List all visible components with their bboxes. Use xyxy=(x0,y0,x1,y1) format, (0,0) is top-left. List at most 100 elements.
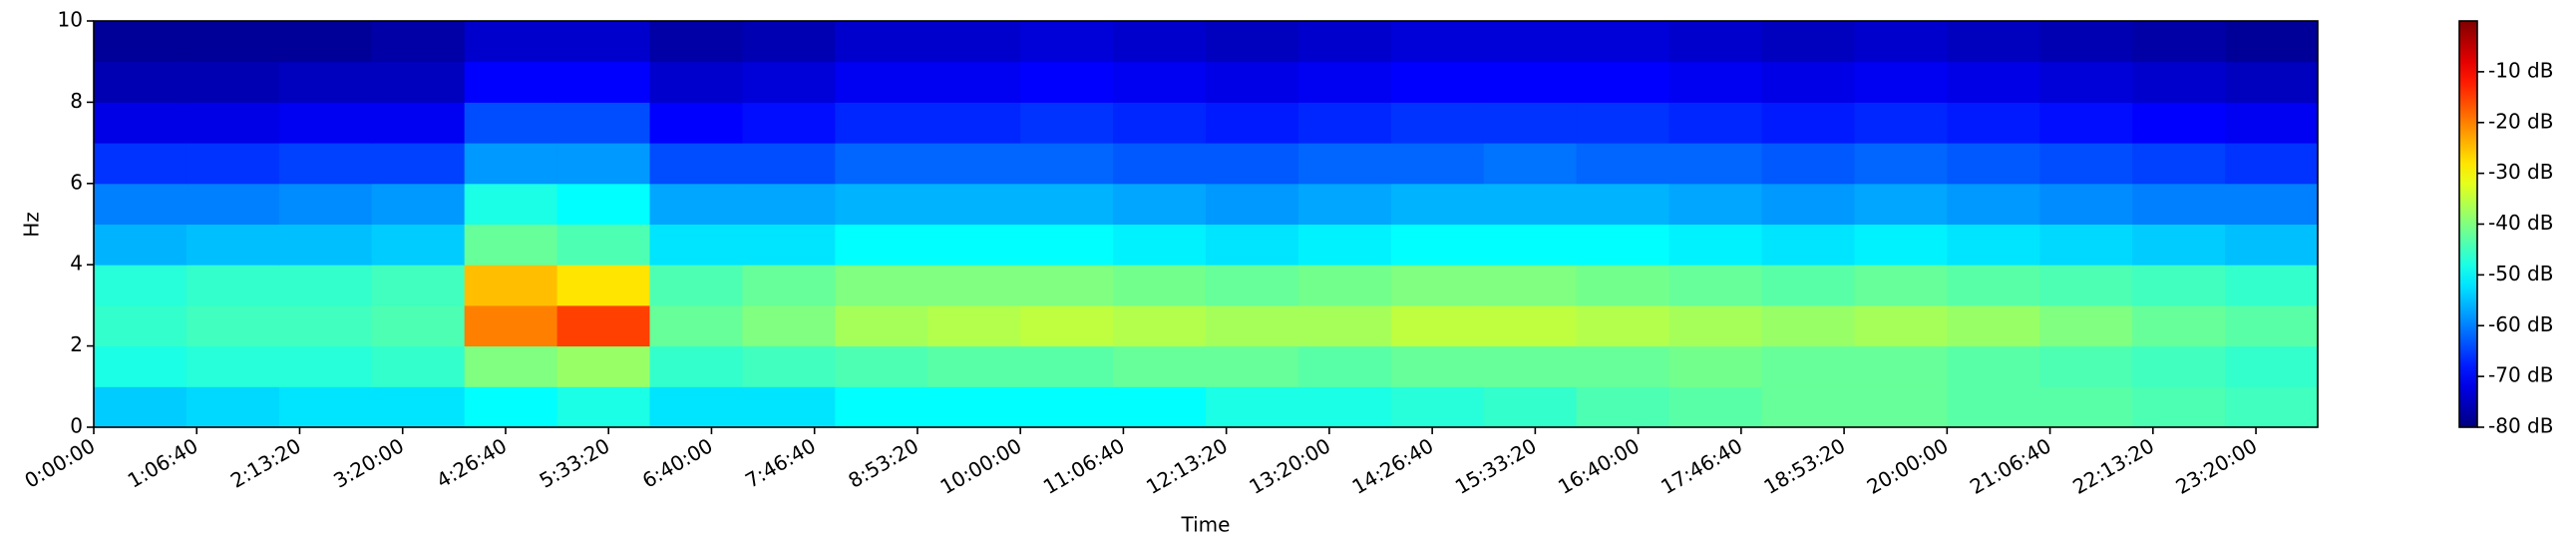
heatmap-cell xyxy=(1113,304,1207,347)
heatmap-cell xyxy=(742,386,836,428)
heatmap-cell xyxy=(278,183,373,225)
x-tick-label: 22:13:20 xyxy=(2068,433,2158,499)
x-tick-label: 16:40:00 xyxy=(1554,433,1644,499)
heatmap-cell xyxy=(742,265,836,306)
heatmap-cell xyxy=(1297,265,1392,306)
colorbar xyxy=(2458,20,2478,428)
heatmap-cell xyxy=(2132,224,2226,266)
colorbar-tick-label: -10 dB xyxy=(2488,58,2553,82)
heatmap-cell xyxy=(1020,183,1114,225)
heatmap-cell xyxy=(94,345,187,387)
heatmap-cell xyxy=(927,61,1021,103)
heatmap-cell xyxy=(556,224,650,266)
heatmap-cell xyxy=(371,102,466,144)
heatmap-cell xyxy=(1113,386,1207,428)
heatmap-cell xyxy=(185,61,280,103)
heatmap-cell xyxy=(835,61,928,103)
heatmap-cell xyxy=(185,183,280,225)
heatmap-cell xyxy=(2132,265,2226,306)
heatmap-cell xyxy=(1854,345,1948,387)
heatmap-cell xyxy=(835,143,928,185)
heatmap-cell xyxy=(1113,265,1207,306)
heatmap-cell xyxy=(1206,386,1299,428)
heatmap-cell xyxy=(464,61,558,103)
heatmap-cell xyxy=(278,21,373,63)
heatmap-cell xyxy=(1020,265,1114,306)
heatmap-cell xyxy=(1206,224,1299,266)
heatmap-cell xyxy=(371,304,466,347)
heatmap-cell xyxy=(1206,102,1299,144)
heatmap-cell xyxy=(2039,345,2133,387)
x-tick-label: 20:00:00 xyxy=(1863,433,1953,499)
x-tick-label: 21:06:40 xyxy=(1966,433,2055,499)
heatmap-cell xyxy=(2039,183,2133,225)
heatmap-cell xyxy=(1297,102,1392,144)
heatmap-cell xyxy=(2039,265,2133,306)
heatmap xyxy=(94,21,2319,428)
colorbar-tick-label: -40 dB xyxy=(2488,211,2553,235)
heatmap-cell xyxy=(1206,304,1299,347)
x-tick-label: 5:33:20 xyxy=(536,433,614,492)
heatmap-cell xyxy=(1668,61,1762,103)
y-tick-label: 6 xyxy=(70,170,83,194)
heatmap-cell xyxy=(2039,304,2133,347)
heatmap-cell xyxy=(371,345,466,387)
heatmap-cell xyxy=(649,265,743,306)
x-tick-label: 4:26:40 xyxy=(432,433,511,492)
heatmap-cell xyxy=(835,345,928,387)
heatmap-cell xyxy=(464,345,558,387)
heatmap-cell xyxy=(1113,183,1207,225)
heatmap-cell xyxy=(371,183,466,225)
heatmap-cell xyxy=(1947,183,2040,225)
heatmap-cell xyxy=(94,265,187,306)
x-tick-label: 0:00:00 xyxy=(20,433,99,492)
heatmap-cell xyxy=(1761,102,1855,144)
heatmap-cell xyxy=(556,61,650,103)
heatmap-cell xyxy=(1483,386,1578,428)
heatmap-cell xyxy=(464,102,558,144)
heatmap-cell xyxy=(2039,143,2133,185)
y-tick-label: 8 xyxy=(70,89,83,113)
heatmap-cell xyxy=(94,21,187,63)
heatmap-cell xyxy=(2132,345,2226,387)
colorbar-tick-label: -80 dB xyxy=(2488,414,2553,438)
heatmap-cell xyxy=(1668,21,1762,63)
heatmap-cell xyxy=(1020,102,1114,144)
heatmap-cell xyxy=(1668,102,1762,144)
heatmap-cell xyxy=(185,265,280,306)
heatmap-cell xyxy=(742,183,836,225)
heatmap-cell xyxy=(1206,143,1299,185)
heatmap-cell xyxy=(94,143,187,185)
heatmap-cell xyxy=(1854,143,1948,185)
colorbar-tick-label: -60 dB xyxy=(2488,312,2553,336)
heatmap-cell xyxy=(1576,386,1670,428)
heatmap-cell xyxy=(1297,143,1392,185)
heatmap-cell xyxy=(1390,265,1485,306)
plot-frame xyxy=(93,20,2319,428)
heatmap-cell xyxy=(464,265,558,306)
x-tick-label: 8:53:20 xyxy=(844,433,922,492)
heatmap-cell xyxy=(1020,386,1114,428)
heatmap-cell xyxy=(1390,21,1485,63)
heatmap-cell xyxy=(2225,102,2319,144)
heatmap-cell xyxy=(464,386,558,428)
heatmap-cell xyxy=(278,143,373,185)
heatmap-cell xyxy=(1668,386,1762,428)
heatmap-cell xyxy=(742,224,836,266)
heatmap-cell xyxy=(1947,21,2040,63)
heatmap-cell xyxy=(2132,304,2226,347)
heatmap-cell xyxy=(649,224,743,266)
heatmap-cell xyxy=(2225,183,2319,225)
x-tick-label: 2:13:20 xyxy=(226,433,305,492)
heatmap-cell xyxy=(185,102,280,144)
heatmap-cell xyxy=(835,304,928,347)
heatmap-cell xyxy=(835,21,928,63)
heatmap-cell xyxy=(1947,304,2040,347)
heatmap-cell xyxy=(1947,265,2040,306)
heatmap-cell xyxy=(94,224,187,266)
heatmap-cell xyxy=(1483,102,1578,144)
heatmap-cell xyxy=(1483,224,1578,266)
heatmap-cell xyxy=(1761,21,1855,63)
heatmap-cell xyxy=(1297,21,1392,63)
heatmap-cell xyxy=(2225,224,2319,266)
